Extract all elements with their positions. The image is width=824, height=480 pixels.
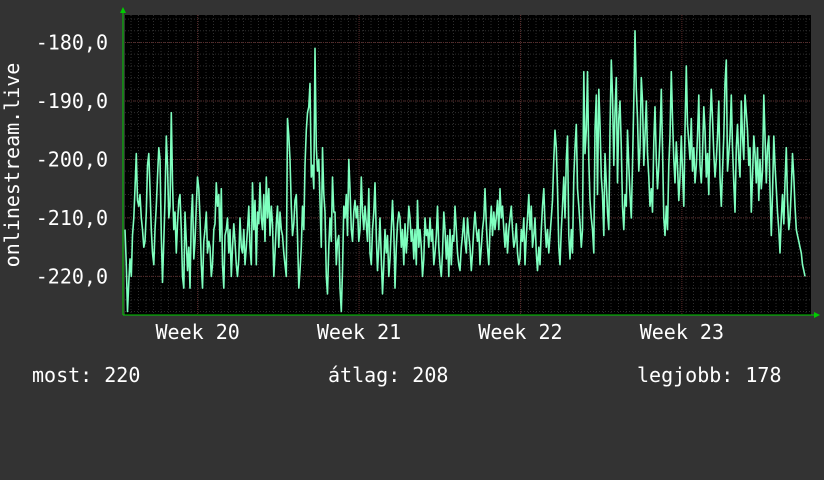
- stat-best: legjobb: 178: [637, 363, 782, 387]
- tick-labels: -180,0 -190,0 -200,0 -210,0 -220,0 Week 20 Wee…: [36, 30, 724, 344]
- x-tick-label: Week 23: [640, 320, 724, 344]
- series: [124, 29, 806, 313]
- y-tick-label: -190,0: [36, 89, 108, 113]
- x-tick-label: Week 22: [478, 320, 562, 344]
- y-axis-arrow: [120, 7, 126, 13]
- x-tick-label: Week 20: [155, 320, 239, 344]
- y-axis-label: onlinestream.live: [0, 63, 24, 268]
- stats-footer: most: 220 átlag: 208 legjobb: 178: [0, 360, 824, 390]
- y-tick-label: -200,0: [36, 147, 108, 171]
- y-tick-label: -220,0: [36, 264, 108, 288]
- y-tick-label: -210,0: [36, 206, 108, 230]
- chart-svg: -180,0 -190,0 -200,0 -210,0 -220,0 Week 20 Wee…: [0, 7, 820, 344]
- x-axis-arrow: [814, 312, 820, 318]
- series-line: [124, 29, 806, 313]
- chart: -180,0 -190,0 -200,0 -210,0 -220,0 Week 20 Wee…: [0, 7, 820, 344]
- stat-current: most: 220: [32, 363, 141, 387]
- stat-average: átlag: 208: [328, 363, 449, 387]
- x-tick-label: Week 21: [317, 320, 401, 344]
- y-tick-label: -180,0: [36, 30, 108, 54]
- axes: [120, 7, 820, 318]
